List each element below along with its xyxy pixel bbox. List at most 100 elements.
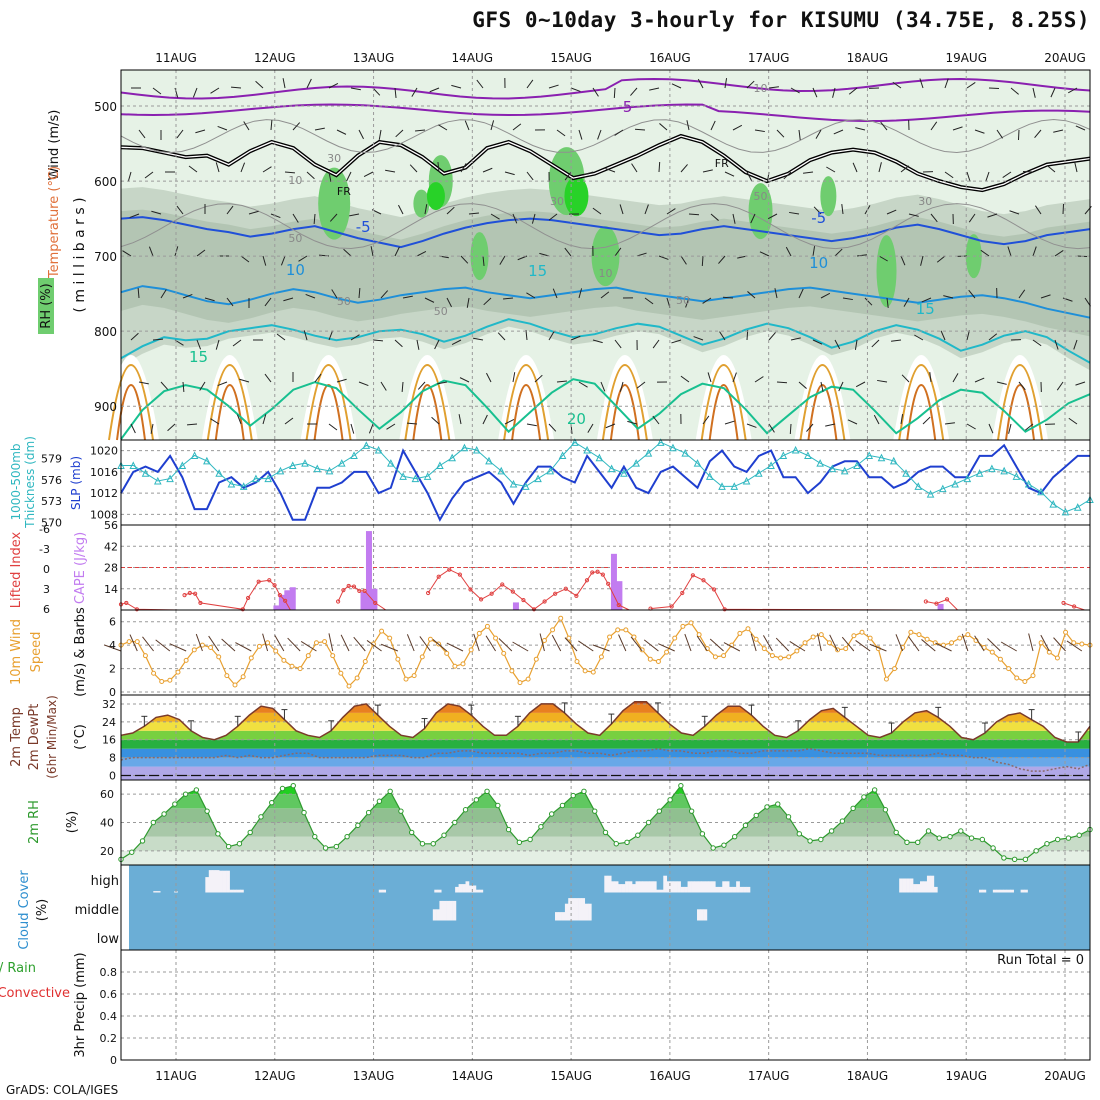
wind-barb	[702, 297, 712, 304]
wind-barb	[409, 164, 418, 173]
cloud-high-cell	[645, 881, 650, 893]
thickness-marker	[804, 451, 812, 459]
wind-barb	[148, 246, 154, 257]
temp-contour-25	[108, 364, 154, 441]
wind-barb	[605, 168, 616, 173]
lifted-index-marker	[341, 588, 346, 593]
temp-band	[121, 766, 1090, 780]
wind-barb	[328, 423, 338, 431]
wind-barb	[873, 414, 880, 425]
lifted-index-marker	[436, 574, 441, 579]
wind-speed-marker	[379, 628, 385, 634]
wind-barb	[600, 381, 606, 392]
ylabel-temperature: Temperature (°C)	[47, 166, 62, 279]
cloud-high-cell	[923, 881, 928, 893]
wind-speed-marker	[623, 627, 629, 633]
wind-barb	[556, 129, 566, 137]
wind-barb	[966, 330, 970, 341]
cloud-middle-cell	[584, 903, 589, 921]
thickness-marker	[889, 456, 898, 465]
wind-barb	[732, 372, 737, 383]
wind-barb	[974, 377, 985, 383]
wind-barb	[722, 296, 734, 299]
wind-barb	[217, 381, 228, 387]
wind-barb	[702, 415, 710, 425]
wind-barb	[1032, 339, 1042, 347]
wind-barb	[812, 87, 818, 98]
wind-barb	[564, 171, 572, 181]
temp-tick-label: 0	[109, 770, 116, 783]
dry-column	[300, 355, 357, 440]
cape-tick-label: 28	[104, 562, 118, 575]
wind-barb	[210, 87, 220, 94]
temp-series	[120, 700, 1091, 743]
wind-barb	[658, 161, 661, 173]
rh-marker	[764, 804, 770, 810]
wind-barb	[328, 330, 334, 341]
rh-marker	[968, 835, 975, 841]
date-tick-bottom: 18AUG	[847, 1069, 889, 1083]
wind-speed-marker	[826, 640, 832, 646]
rh-marker	[742, 822, 749, 829]
wind-speed-marker	[867, 635, 873, 641]
lifted-index-marker	[1061, 600, 1066, 606]
li-tick-label: -3	[39, 543, 50, 556]
wind-barb	[526, 292, 536, 299]
contour-label: FR	[715, 157, 729, 170]
wind-barb	[534, 374, 543, 383]
wind-barb	[798, 288, 804, 299]
precip-tick-label: 0.8	[100, 966, 118, 979]
cloud-high-cell	[156, 891, 161, 893]
dry-column	[893, 355, 950, 440]
lifted-index-marker	[272, 583, 277, 588]
wind-speed-marker	[1038, 640, 1044, 646]
wind-barb-10m	[235, 642, 252, 652]
wind-barb	[243, 121, 250, 131]
wind-speed-marker	[949, 640, 955, 646]
rh-band	[121, 836, 1090, 851]
contour-label: 30	[327, 152, 341, 165]
wind-barb	[826, 166, 836, 173]
thickness-marker	[791, 445, 800, 454]
wind-barb	[710, 120, 716, 131]
wind-barb	[210, 418, 220, 425]
wind-barb-10m	[485, 635, 496, 652]
cloud-high-cell	[718, 886, 723, 893]
lifted-index-series	[427, 569, 630, 611]
temp-contour-25	[206, 364, 253, 441]
date-tick-top: 11AUG	[155, 51, 197, 65]
wind-barb	[1022, 170, 1034, 173]
lifted-index-marker	[468, 587, 473, 592]
cloud-high-cell	[472, 885, 477, 893]
wind-barb	[921, 297, 932, 303]
wind-speed-marker	[167, 677, 173, 683]
wind-barb	[313, 213, 316, 225]
cloud-high-cell	[1020, 889, 1025, 893]
temp-contour-25	[404, 364, 451, 441]
wind-barb	[652, 415, 660, 425]
wind-barb	[944, 78, 949, 89]
wind-speed-marker	[541, 637, 547, 643]
wind-speed-marker	[395, 656, 401, 662]
rh-band	[121, 794, 1090, 809]
wind-barb	[659, 123, 668, 131]
wind-barb	[129, 213, 140, 219]
cloud-high-cell	[701, 881, 706, 893]
wind-tick-label: 6	[109, 616, 116, 629]
cloud-high-cell	[437, 889, 442, 893]
wind-barb	[847, 419, 858, 425]
rh-marker	[538, 824, 544, 830]
cloud-high-cell	[226, 870, 230, 893]
lifted-index-series	[1063, 602, 1085, 611]
lifted-index-marker	[616, 602, 621, 608]
rh-marker	[828, 828, 835, 834]
wind-barb	[1034, 129, 1042, 138]
contour-label: 30	[918, 195, 932, 208]
wind-barb-10m	[564, 637, 578, 652]
wind-barb-10m	[551, 634, 562, 652]
wind-speed-marker	[525, 676, 531, 682]
cloud-high-cell	[736, 881, 740, 893]
wind-speed-marker	[631, 634, 637, 640]
rh-marker	[333, 843, 340, 850]
wind-barb-10m	[987, 638, 1001, 652]
